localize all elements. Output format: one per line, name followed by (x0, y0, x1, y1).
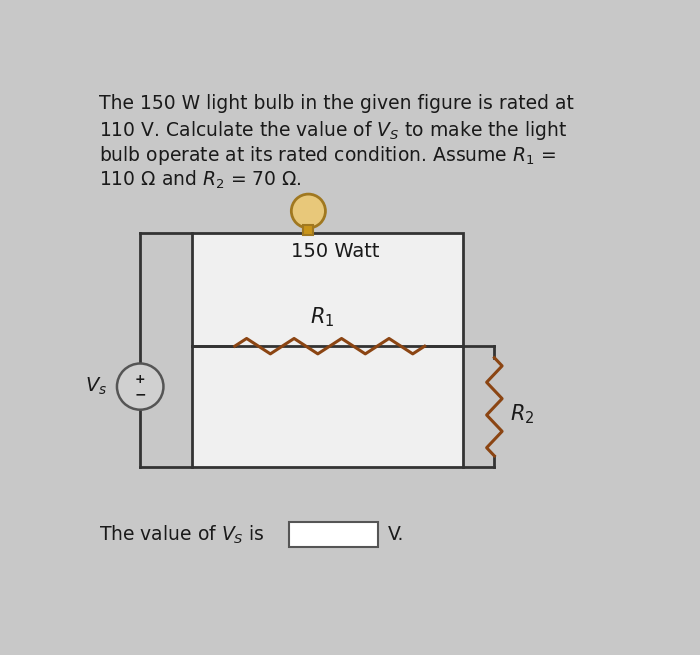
FancyBboxPatch shape (192, 233, 463, 468)
Circle shape (117, 364, 163, 409)
Text: The value of $V_S$ is: The value of $V_S$ is (99, 523, 265, 546)
Text: $V_s$: $V_s$ (85, 376, 108, 397)
FancyBboxPatch shape (289, 522, 378, 547)
Text: $R_1$: $R_1$ (309, 306, 334, 329)
Text: bulb operate at its rated condition. Assume $R_1$ =: bulb operate at its rated condition. Ass… (99, 144, 556, 167)
Text: +: + (135, 373, 146, 386)
Text: 110 Ω and $R_2$ = 70 Ω.: 110 Ω and $R_2$ = 70 Ω. (99, 169, 302, 191)
Text: 110 V. Calculate the value of $V_S$ to make the light: 110 V. Calculate the value of $V_S$ to m… (99, 119, 568, 142)
Text: $R_2$: $R_2$ (510, 403, 534, 426)
Text: The 150 W light bulb in the given figure is rated at: The 150 W light bulb in the given figure… (99, 94, 574, 113)
Text: −: − (134, 387, 146, 402)
Text: V.: V. (387, 525, 404, 544)
FancyBboxPatch shape (303, 225, 314, 235)
Circle shape (291, 194, 326, 228)
Text: 150 Watt: 150 Watt (291, 242, 379, 261)
